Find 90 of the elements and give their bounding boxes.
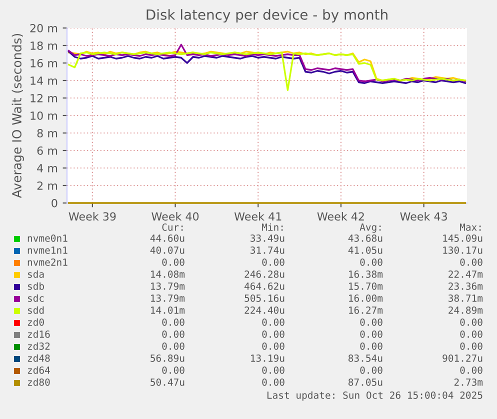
text: 0.00 [460, 330, 482, 338]
legend-label: zd16 [28, 330, 50, 338]
text: 246.28u [244, 270, 284, 278]
text: Cur: [162, 223, 183, 231]
y-tick-label: 0 [52, 198, 58, 208]
line-series [68, 44, 466, 82]
y-axis-title: Average IO Wait (seconds) [12, 34, 24, 198]
legend-label: sda [28, 270, 44, 278]
text: 38.71m [448, 294, 483, 302]
y-tick-label: 4 m [37, 164, 58, 172]
y-tick-label: 16 m [30, 58, 58, 68]
text: 0.00 [360, 342, 382, 350]
text: 0.00 [360, 330, 382, 338]
text: 0.00 [460, 366, 482, 374]
text: Min: [262, 223, 283, 231]
y-tick-label: 2 m [37, 181, 58, 190]
text: 0.00 [162, 318, 184, 326]
legend-label: zd0 [28, 318, 44, 326]
legend-label: zd80 [28, 378, 50, 386]
text: 0.00 [262, 258, 284, 266]
text: 41.05u [348, 246, 382, 254]
legend-label: zd48 [28, 354, 50, 362]
text: 24.89m [448, 306, 483, 314]
y-tick-label: 18 m [30, 41, 58, 50]
legend-label: sdd [28, 306, 44, 314]
x-tick-label: Week 42 [317, 212, 364, 221]
text: Max: [460, 224, 481, 231]
text: 0.00 [162, 366, 184, 374]
text: 40.07u [150, 246, 184, 254]
text: 0.00 [262, 318, 284, 326]
text: 0.00 [262, 342, 284, 350]
x-tick-label: Week 40 [152, 212, 199, 221]
text: 50.47u [150, 378, 184, 386]
y-tick-label: 10 m [30, 111, 58, 120]
y-tick-label: 14 m [30, 76, 58, 85]
text: 22.47m [448, 270, 483, 278]
x-tick-label: Week 39 [68, 212, 116, 221]
text: 14.08m [151, 270, 185, 278]
text: 0.00 [360, 318, 382, 326]
legend-label: nvme2n1 [28, 258, 68, 266]
legend-label: nvme1n1 [28, 246, 68, 254]
text: 901.27u [442, 354, 482, 362]
y-tick-label: 8 m [37, 128, 58, 138]
text: 13.79m [151, 294, 185, 302]
y-tick-label: 20 m [30, 24, 58, 32]
text: 44.60u [150, 234, 184, 242]
text: 43.68u [348, 234, 382, 242]
text: 0.00 [162, 258, 184, 266]
text: 13.19u [251, 354, 284, 362]
text: 145.09u [443, 234, 482, 242]
text: 14.01m [151, 306, 185, 314]
text: 0.00 [162, 330, 184, 338]
text: 15.70m [349, 282, 383, 290]
text: 0.00 [162, 342, 184, 350]
text: 33.49u [250, 234, 284, 242]
y-tick-label: 6 m [37, 146, 58, 155]
text: 56.89u [150, 354, 184, 362]
text: 0.00 [262, 366, 284, 374]
x-tick-label: Week 43 [400, 212, 447, 221]
text: 0.00 [460, 258, 482, 266]
text: 2.73m [454, 378, 483, 386]
text: 224.40u [244, 306, 284, 314]
text: 464.62u [244, 282, 284, 290]
text: 0.00 [360, 366, 382, 374]
text: 16.38m [349, 270, 383, 278]
chart-title: Disk latency per device - by month [146, 9, 388, 23]
text: 31.74u [250, 246, 284, 254]
legend-label: sdb [28, 282, 44, 290]
legend-label: zd64 [28, 366, 50, 374]
text: 16.27m [349, 306, 383, 314]
y-tick-label: 12 m [30, 94, 58, 102]
text: 13.79m [151, 282, 185, 290]
text: 130.17u [443, 246, 482, 254]
legend-label: nvme0n1 [28, 234, 68, 242]
text: Last update: Sun Oct 26 15:00:04 2025 [267, 391, 482, 401]
text: 0.00 [262, 330, 284, 338]
text: 0.00 [460, 318, 482, 326]
text: 83.54u [348, 354, 382, 362]
text: 16.00m [349, 294, 383, 302]
text: 505.16u [244, 294, 284, 302]
legend-label: sdc [28, 294, 44, 302]
text: 23.36m [448, 282, 483, 290]
text: 0.00 [360, 258, 382, 266]
text: 0.00 [460, 342, 482, 350]
line-series [68, 52, 466, 91]
text: Avg: [360, 224, 381, 233]
legend-label: zd32 [28, 342, 50, 350]
x-tick-label: Week 41 [234, 212, 282, 221]
text: 0.00 [262, 378, 284, 386]
text: 87.05u [348, 378, 382, 386]
